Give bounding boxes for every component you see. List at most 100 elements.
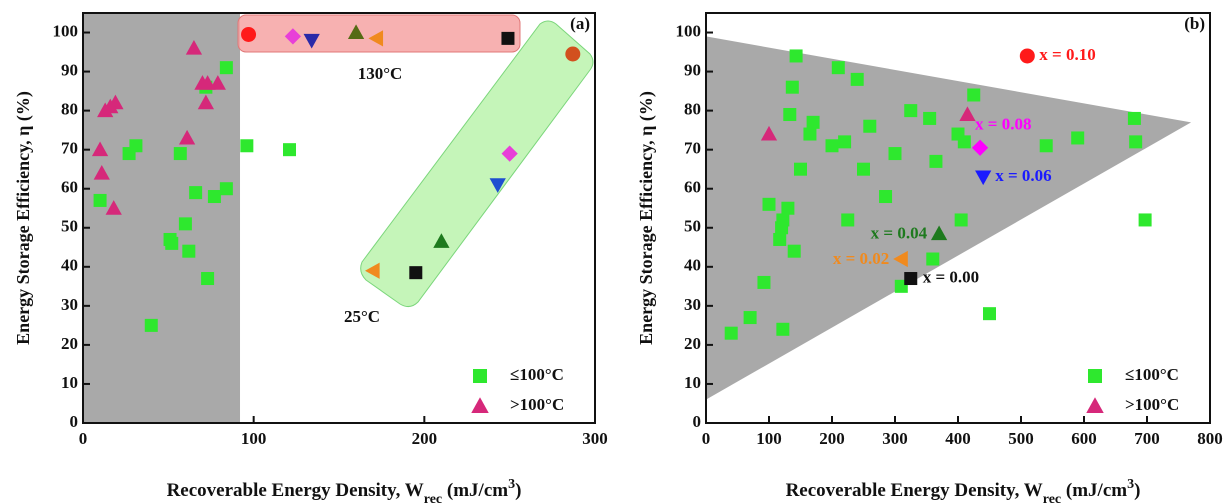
y-tick-label: 60 [684,178,701,197]
marker-square [857,162,870,176]
marker-square [776,322,790,336]
marker-circle [241,26,257,42]
legend-label: ≤100°C [510,365,564,384]
marker-square [762,197,776,211]
marker-square [1088,369,1102,383]
x-axis-label-part: ) [1134,480,1140,501]
y-tick-label: 90 [684,60,701,79]
y-tick-label: 10 [684,373,701,392]
marker-square [954,213,968,227]
x-tick-label: 800 [1197,429,1223,448]
marker-tri-up [185,40,203,55]
x-tick-label: 100 [756,429,782,448]
marker-square [841,213,855,227]
marker-square [785,80,799,94]
marker-square [182,244,196,258]
marker-square [967,88,981,102]
x-tick-label: 0 [702,429,711,448]
marker-diamond [971,139,989,156]
marker-tri-up [347,24,365,40]
marker-tri-up [930,225,948,241]
shaded-region [706,36,1192,400]
marker-tri-up [199,75,216,90]
y-tick-label: 0 [693,412,702,431]
x-axis-label: Recoverable Energy Density, Wrec (mJ/cm3… [786,477,1141,504]
marker-square [409,266,423,280]
marker-square [283,143,297,157]
y-tick-label: 90 [61,60,78,79]
marker-square [144,318,158,332]
marker-square [879,190,893,204]
y-tick-label: 100 [676,21,702,40]
x-axis-label-part: (mJ/cm [1061,480,1127,501]
annotation: 25°C [344,307,380,326]
marker-square [923,111,937,125]
y-tick-label: 30 [684,295,701,314]
marker-square [904,104,918,118]
point-label: x = 0.08 [975,115,1031,134]
marker-square [926,252,940,266]
marker-tri-down [975,170,992,186]
marker-square [240,139,254,153]
marker-square [850,72,864,86]
y-tick-label: 0 [70,412,79,431]
legend-label: ≤100°C [1125,365,1179,384]
x-tick-label: 400 [945,429,971,448]
x-tick-label: 0 [79,429,88,448]
y-tick-label: 60 [61,178,78,197]
marker-tri-up [1086,397,1104,413]
point-label: x = 0.06 [995,166,1051,185]
marker-tri-up [107,94,124,110]
y-tick-label: 80 [684,100,701,119]
x-tick-label: 700 [1134,429,1160,448]
marker-square [776,213,790,227]
marker-square [904,272,918,286]
y-tick-label: 50 [684,217,701,236]
marker-tri-up [433,233,450,248]
marker-tri-up [471,397,489,413]
marker-tri-left [365,262,380,279]
marker-square [743,311,757,325]
x-tick-label: 300 [582,429,608,448]
marker-square [773,232,787,246]
legend-label: >100°C [1125,395,1179,414]
y-tick-label: 30 [61,295,78,314]
marker-square [165,236,179,250]
y-tick-label: 80 [61,100,78,119]
marker-square [189,186,203,200]
marker-square [803,127,817,141]
marker-square [1138,213,1152,227]
marker-square [806,115,820,129]
marker-square [863,119,877,133]
marker-square [789,49,803,63]
marker-tri-down [303,33,320,49]
marker-diamond [284,28,302,45]
marker-tri-up [197,94,215,110]
marker-square [1071,131,1085,145]
marker-circle [565,46,581,62]
x-axis-label-part: 3 [1127,477,1134,492]
marker-square [794,162,807,176]
y-tick-label: 70 [684,139,701,158]
marker-square [1039,139,1053,153]
x-tick-label: 100 [241,429,267,448]
legend-label: >100°C [510,395,564,414]
marker-square [787,244,801,258]
x-tick-label: 200 [819,429,845,448]
marker-tri-left [368,30,384,47]
x-tick-label: 200 [412,429,438,448]
y-tick-label: 50 [61,217,78,236]
marker-square [724,326,738,340]
point-label: x = 0.10 [1039,45,1095,64]
marker-square [178,217,192,231]
x-axis-label-part: rec [424,492,442,504]
x-axis-label-part: Recoverable Energy Density, W [167,480,424,501]
x-axis-label-part: ) [515,480,521,501]
y-tick-label: 100 [53,21,79,40]
marker-square [129,139,143,153]
marker-square [929,154,943,168]
annotation: 130°C [358,64,403,83]
y-axis-label: Energy Storage Efficiency, η (%) [636,91,657,345]
y-tick-label: 70 [61,139,78,158]
